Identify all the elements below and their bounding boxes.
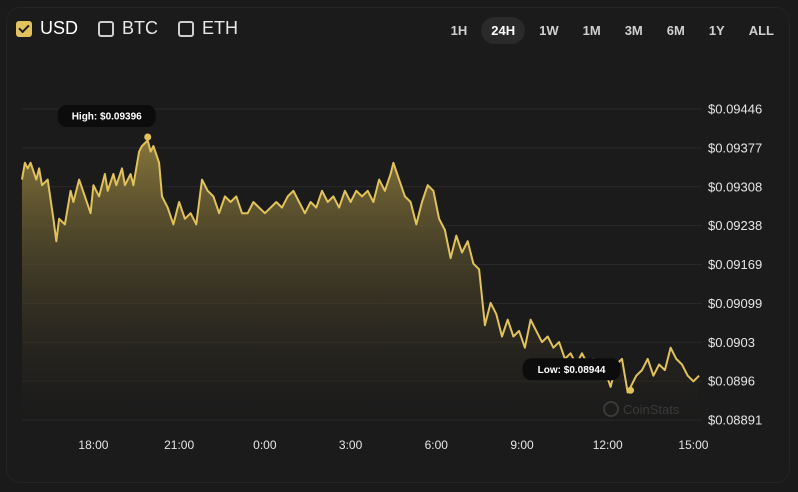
- currency-toggle-usd[interactable]: USD: [16, 18, 78, 39]
- x-tick-label: 0:00: [253, 438, 277, 452]
- low-label: Low: $0.08944: [538, 365, 606, 376]
- y-tick-label: $0.09446: [708, 102, 762, 117]
- range-1h[interactable]: 1H: [450, 23, 468, 38]
- range-3m[interactable]: 3M: [624, 23, 643, 38]
- price-area: [22, 140, 700, 420]
- low-label-pill: [522, 358, 621, 381]
- high-marker: High: $0.09396: [57, 105, 156, 141]
- currency-label: ETH: [202, 18, 239, 38]
- y-tick-label: $0.09169: [708, 257, 762, 272]
- high-label-pill: [57, 105, 156, 128]
- x-tick-label: 15:00: [678, 438, 708, 452]
- currency-label: USD: [40, 18, 79, 38]
- high-label: High: $0.09396: [72, 112, 142, 123]
- x-tick-label: 9:00: [510, 438, 534, 452]
- time-range-tabs: 1H 24H 1W 1M 3M 6M 1Y ALL: [441, 17, 784, 44]
- x-tick-label: 12:00: [593, 438, 623, 452]
- y-tick-label: $0.09099: [708, 296, 762, 311]
- currency-toggle-btc[interactable]: BTC: [98, 18, 158, 39]
- currency-toggle-eth[interactable]: ETH: [178, 18, 238, 39]
- y-tick-label: $0.08891: [708, 413, 762, 428]
- checkbox-icon[interactable]: [98, 20, 115, 37]
- range-24h[interactable]: 24H: [481, 17, 526, 44]
- range-1y[interactable]: 1Y: [708, 23, 725, 38]
- high-point: [144, 133, 152, 141]
- low-point: [627, 386, 635, 394]
- range-1w[interactable]: 1W: [539, 23, 559, 38]
- checkbox-icon[interactable]: [178, 20, 195, 37]
- checkbox-icon[interactable]: [16, 20, 32, 37]
- y-tick-label: $0.09308: [708, 179, 762, 194]
- price-line: [21, 139, 700, 394]
- watermark: CoinStats: [603, 401, 680, 417]
- y-tick-label: $0.0896: [708, 374, 755, 389]
- currency-toggles: USD BTC ETH: [16, 18, 238, 39]
- watermark-text: CoinStats: [623, 402, 680, 417]
- range-1m[interactable]: 1M: [582, 23, 601, 38]
- coinstats-logo-icon: [603, 401, 619, 417]
- x-tick-label: 21:00: [164, 438, 194, 452]
- y-tick-label: $0.0903: [708, 335, 755, 350]
- range-all[interactable]: ALL: [748, 23, 774, 38]
- x-tick-label: 18:00: [78, 438, 108, 452]
- currency-label: BTC: [122, 18, 159, 38]
- x-tick-label: 3:00: [339, 438, 363, 452]
- y-tick-label: $0.09238: [708, 218, 762, 233]
- y-axis-labels: $0.09446 $0.09377 $0.09308 $0.09238 $0.09169…: [708, 102, 762, 428]
- x-tick-label: 6:00: [425, 438, 449, 452]
- x-axis-labels: 18:00 21:00 0:00 3:00 6:00 9:00 12:00 15:00: [78, 438, 708, 452]
- low-marker: Low: $0.08944: [522, 358, 635, 394]
- range-6m[interactable]: 6M: [666, 23, 685, 38]
- y-tick-label: $0.09377: [708, 140, 762, 155]
